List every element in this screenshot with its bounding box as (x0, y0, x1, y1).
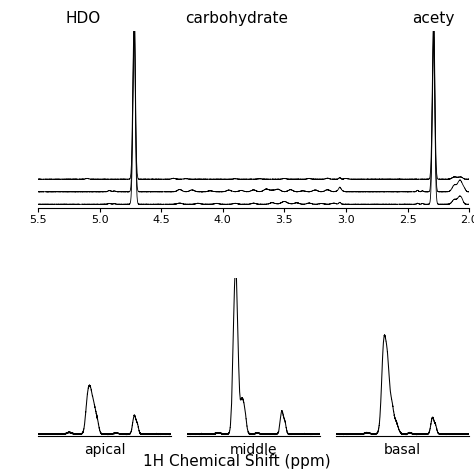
Text: HDO: HDO (65, 11, 100, 26)
Text: carbohydrate: carbohydrate (185, 11, 289, 26)
Text: acety: acety (412, 11, 455, 26)
X-axis label: middle: middle (230, 443, 277, 457)
X-axis label: basal: basal (384, 443, 421, 457)
Text: 1H Chemical Shift (ppm): 1H Chemical Shift (ppm) (143, 454, 331, 469)
X-axis label: apical: apical (84, 443, 125, 457)
